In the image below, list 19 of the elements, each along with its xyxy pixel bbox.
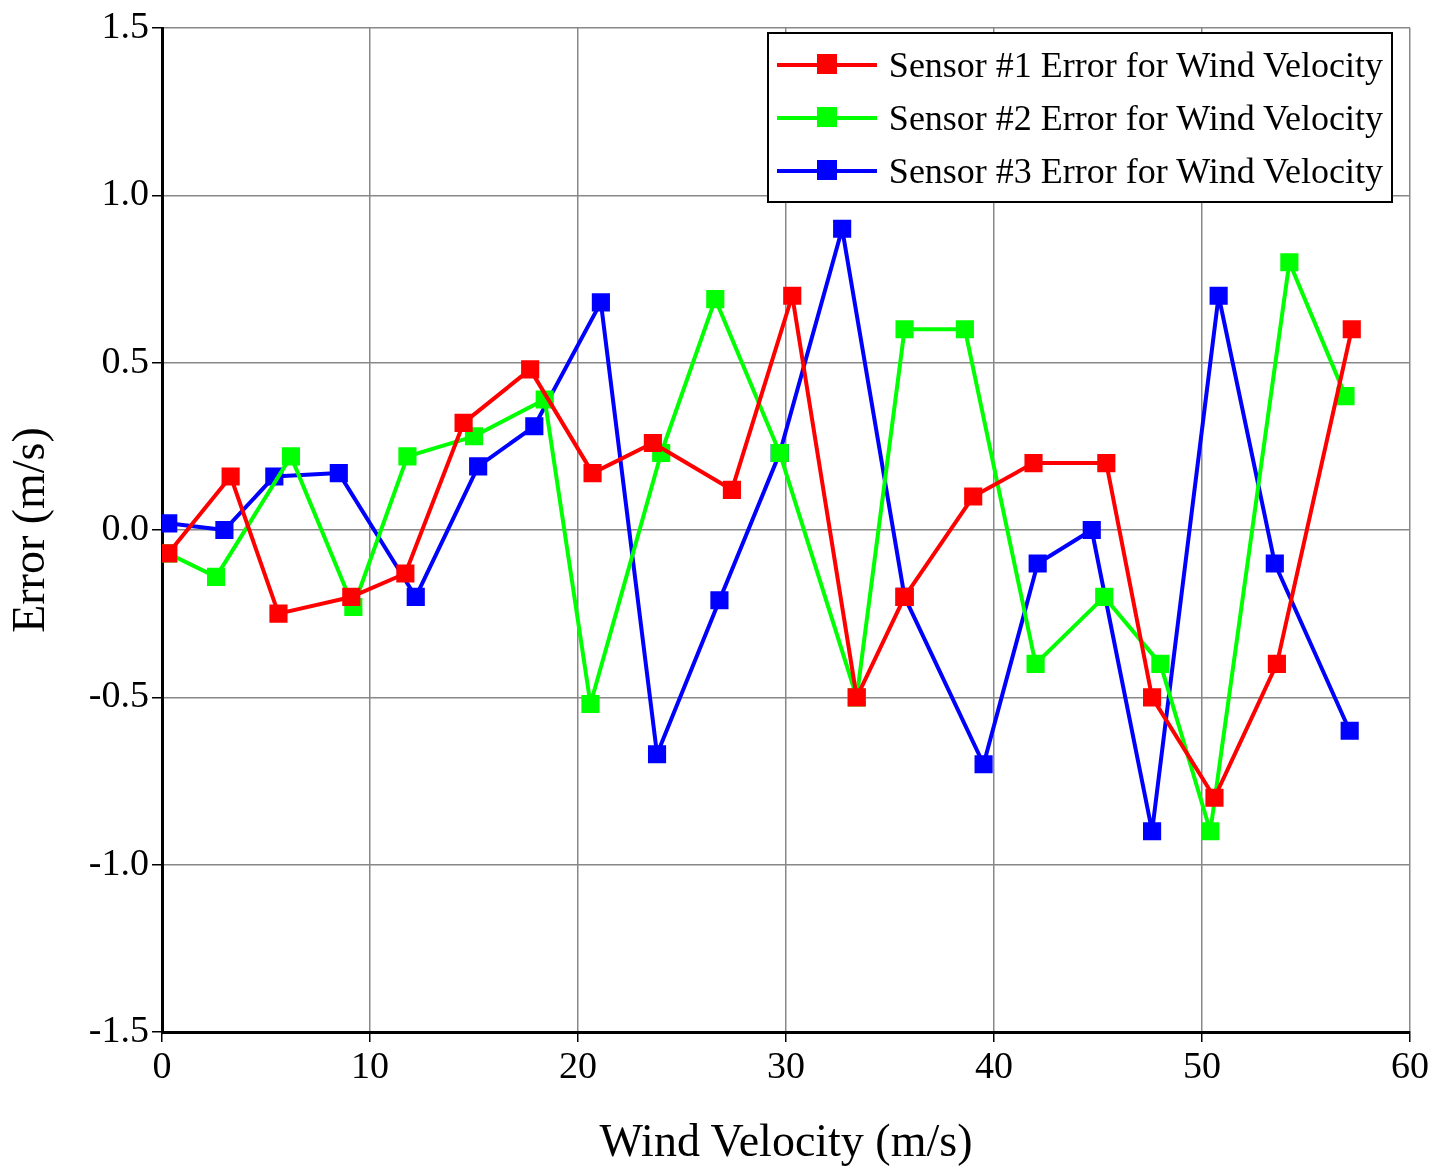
legend-label: Sensor #1 Error for Wind Velocity (888, 43, 1383, 86)
x-tick-label: 0 (152, 1043, 172, 1086)
y-axis-title: Error (m/s) (2, 427, 54, 633)
x-tick-label: 50 (1183, 1043, 1221, 1086)
x-tick-label: 10 (351, 1043, 389, 1086)
y-tick-label: -1.5 (88, 1007, 149, 1050)
y-tick-label: 1.0 (101, 171, 149, 214)
x-tick-label: 20 (559, 1043, 597, 1086)
x-tick-label: 40 (975, 1043, 1013, 1086)
y-tick-label: -0.5 (88, 673, 149, 716)
y-tick-label: 0.0 (101, 505, 149, 548)
y-tick-label: -1.0 (88, 840, 149, 883)
legend-label: Sensor #2 Error for Wind Velocity (888, 96, 1383, 139)
x-tick-label: 60 (1391, 1043, 1429, 1086)
y-tick-label: 0.5 (101, 338, 149, 381)
legend-label: Sensor #3 Error for Wind Velocity (888, 149, 1383, 192)
x-tick-label: 30 (767, 1043, 805, 1086)
x-axis-title: Wind Velocity (m/s) (599, 1115, 973, 1167)
y-tick-label: 1.5 (101, 3, 149, 46)
